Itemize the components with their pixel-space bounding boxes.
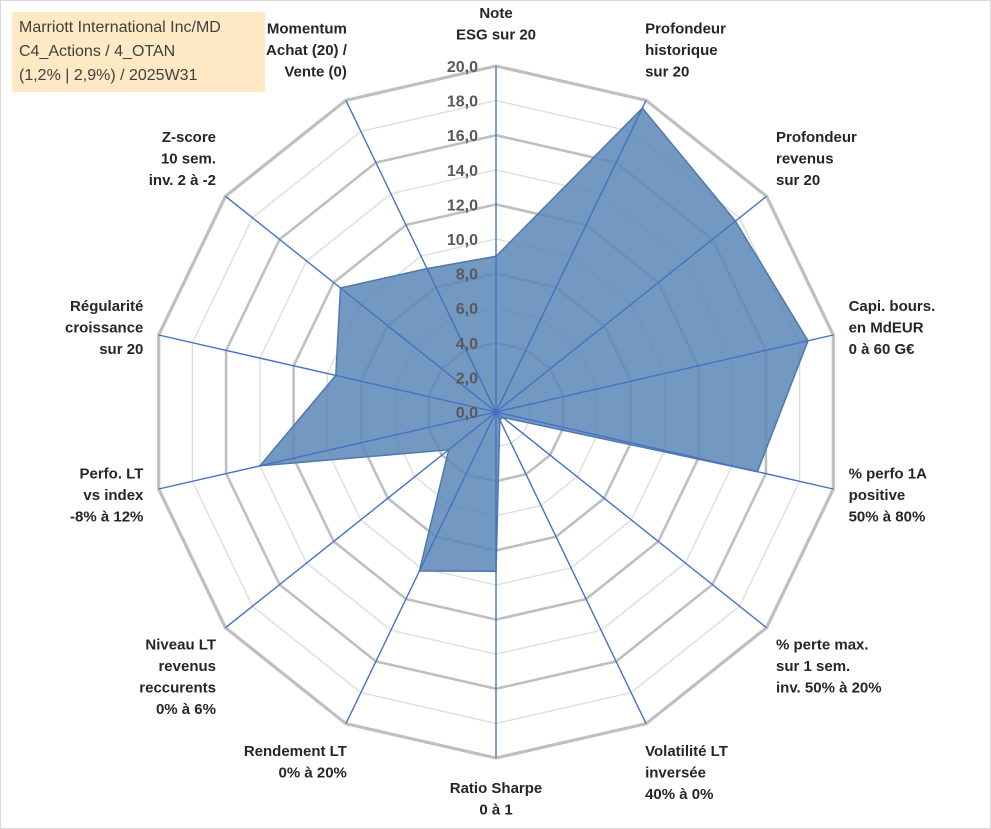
tick-label: 20,0 [447,59,478,76]
axis-label: Volatilité LT inversée 40% à 0% [645,743,728,803]
axis-spoke [495,334,834,413]
axis-label-line: reccurents [139,679,216,696]
axis-label-line: en MdEUR [849,320,924,337]
axis-spoke [495,411,647,725]
axis-label-line: sur 1 sem. [776,658,850,675]
axis-label-line: Momentum [267,21,347,38]
axis-label-line: 0% à 6% [156,701,216,718]
axis-label-line: Régularité [70,298,143,315]
axis-label-line: Capi. bours. [849,298,936,315]
axis-label-line: 0 à 60 G€ [849,341,916,358]
title-line: Marriott International Inc/MD [19,19,221,36]
axis-label: Perfo. LT vs index -8% à 12% [70,465,144,525]
axis-label-line: historique [645,42,718,59]
axis-label-line: Profondeur [645,21,726,38]
axis-label-line: Niveau LT [145,636,216,653]
axis-label: Ratio Sharpe 0 à 1 [450,780,543,819]
tick-label: 2,0 [456,370,478,387]
axis-spoke [158,334,497,413]
tick-label: 4,0 [456,336,478,353]
axis-label-line: Achat (20) / [266,42,348,59]
radial-tick-labels: 0,0 2,0 4,0 6,0 8,0 10,0 12,0 14,0 16,0 18,0 20,0 [447,59,478,422]
axis-label-line: -8% à 12% [70,508,143,525]
tick-label: 14,0 [447,163,478,180]
axis-label-line: 50% à 80% [849,508,926,525]
axis-spoke [495,411,834,490]
axis-label-line: inv. 50% à 20% [776,679,882,696]
axis-label: Régularité croissance sur 20 [65,298,143,358]
title-line: (1,2% | 2,9%) / 2025W31 [19,67,198,84]
axis-spoke [495,195,767,413]
radar-spokes [158,66,834,758]
axis-label-line: Z-score [162,129,216,146]
axis-label-line: 0 à 1 [479,802,512,819]
axis-label-line: % perfo 1A [849,465,928,482]
axis-spoke [158,411,497,490]
axis-label: Profondeur historique sur 20 [645,21,726,81]
axis-label-line: Rendement LT [244,743,347,760]
axis-label-line: positive [849,487,906,504]
axis-label-line: ESG sur 20 [456,27,536,44]
axis-spoke [495,411,767,629]
axis-label: % perte max. sur 1 sem. inv. 50% à 20% [776,636,882,696]
axis-spoke [225,195,497,413]
axis-label: % perfo 1A positive 50% à 80% [849,465,928,525]
axis-label: Capi. bours. en MdEUR 0 à 60 G€ [849,298,936,358]
axis-label: Momentum Achat (20) / Vente (0) [266,21,348,81]
axis-label-line: sur 20 [99,341,143,358]
tick-label: 12,0 [447,197,478,214]
axis-label-line: Volatilité LT [645,743,728,760]
axis-label-line: 40% à 0% [645,786,713,803]
axis-label: Niveau LT revenus reccurents 0% à 6% [139,636,216,718]
tick-label: 16,0 [447,128,478,145]
axis-label-line: 0% à 20% [279,764,347,781]
axis-label: Note ESG sur 20 [456,5,536,44]
axis-spoke [345,99,497,413]
axis-label-line: % perte max. [776,636,869,653]
axis-label-line: 10 sem. [161,151,216,168]
axis-label-line: vs index [83,487,144,504]
axis-label-line: inversée [645,764,706,781]
tick-label: 18,0 [447,94,478,111]
axis-spoke [345,411,497,725]
axis-label-line: revenus [158,658,216,675]
axis-label: Rendement LT 0% à 20% [244,743,347,782]
axis-label-line: revenus [776,151,834,168]
tick-label: 8,0 [456,267,478,284]
axis-label-line: croissance [65,320,143,337]
radar-series-layer [258,106,809,572]
axis-label: Z-score 10 sem. inv. 2 à -2 [149,129,216,189]
axis-label-line: Profondeur [776,129,857,146]
axis-label-line: sur 20 [776,172,820,189]
axis-spoke [225,411,497,629]
axis-label-line: Ratio Sharpe [450,780,543,797]
axis-label-line: sur 20 [645,64,689,81]
axis-label-line: Vente (0) [284,64,347,81]
axis-label-line: Note [479,5,512,22]
title-line: C4_Actions / 4_OTAN [19,43,176,60]
tick-label: 10,0 [447,232,478,249]
chart-title-box: Marriott International Inc/MD C4_Actions… [12,12,265,92]
tick-label: 6,0 [456,301,478,318]
axis-spoke [495,99,647,413]
axis-label: Profondeur revenus sur 20 [776,129,857,189]
series-area [258,106,809,572]
tick-label: 0,0 [456,405,478,422]
axis-label-line: Perfo. LT [80,465,144,482]
axis-label-line: inv. 2 à -2 [149,172,216,189]
axis-labels: Note ESG sur 20 Profondeur historique sur 20… [65,5,935,819]
